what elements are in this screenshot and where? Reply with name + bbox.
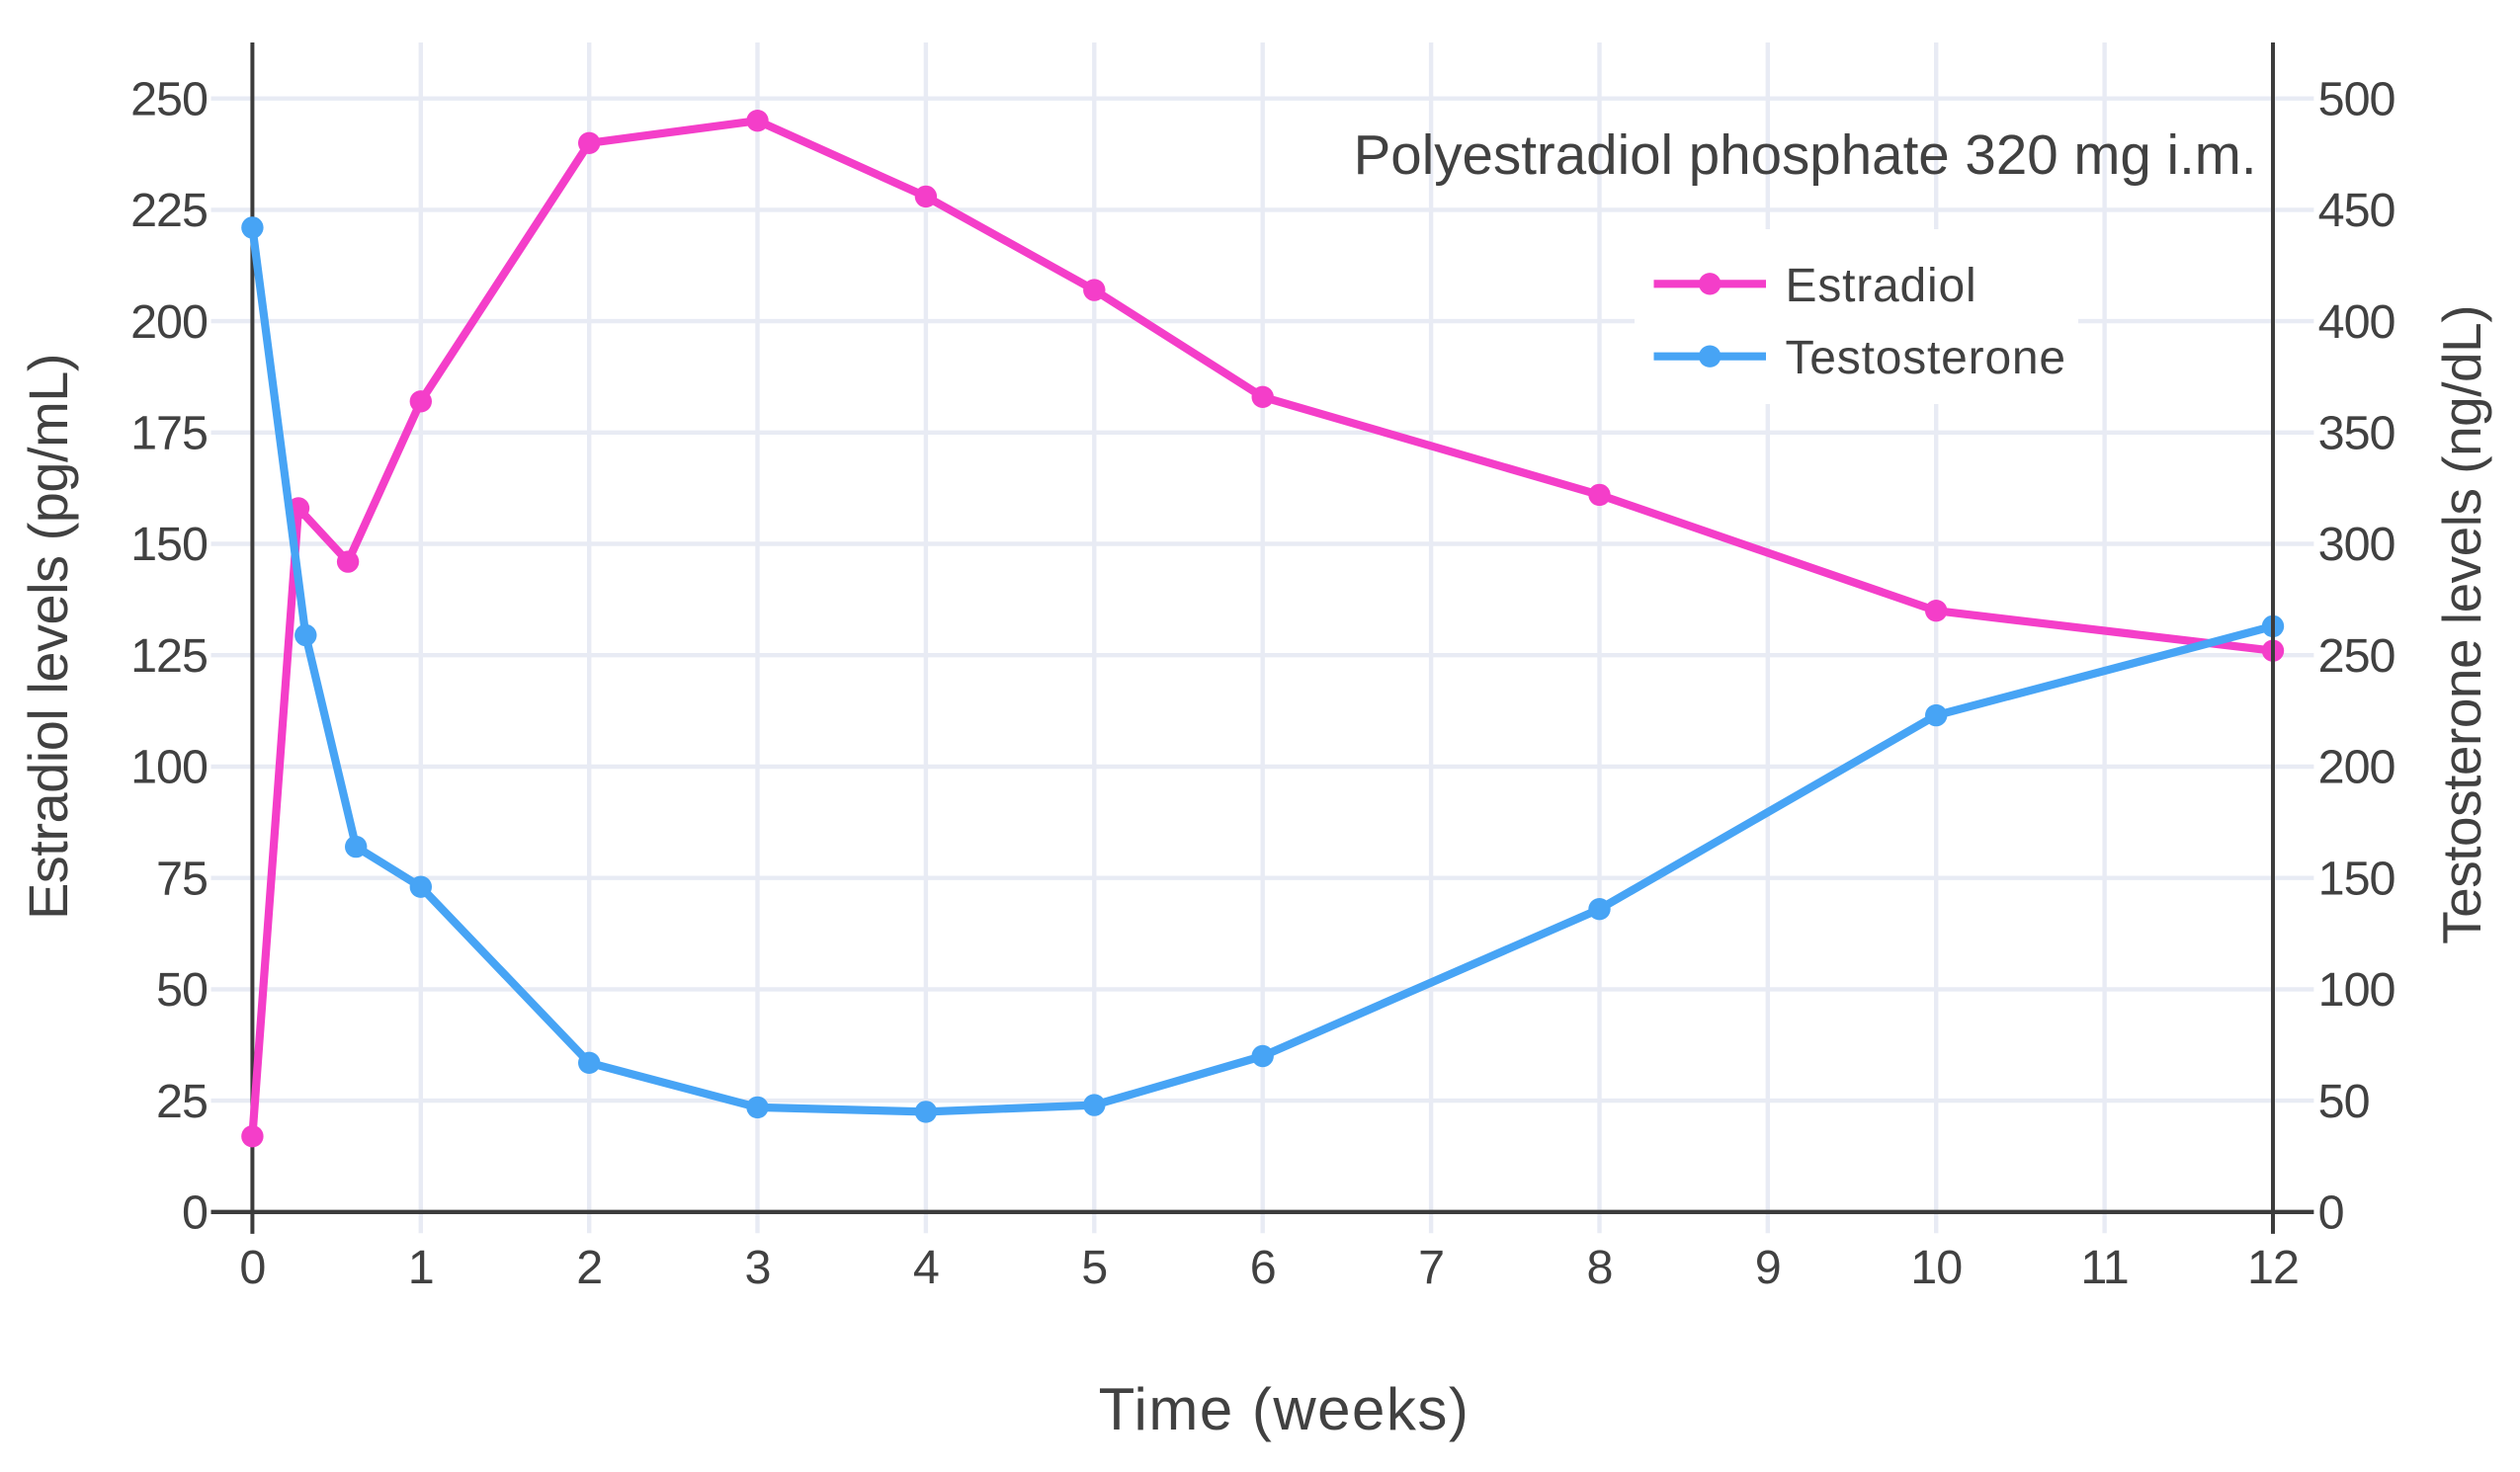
svg-text:150: 150 <box>2318 852 2395 905</box>
svg-text:500: 500 <box>2318 72 2395 125</box>
svg-text:Polyestradiol phosphate 320 mg: Polyestradiol phosphate 320 mg i.m. <box>1354 123 2257 186</box>
svg-text:250: 250 <box>130 72 208 125</box>
svg-text:25: 25 <box>156 1075 208 1128</box>
svg-text:Time (weeks): Time (weeks) <box>1099 1376 1470 1442</box>
svg-text:0: 0 <box>239 1241 265 1294</box>
svg-text:200: 200 <box>130 295 208 349</box>
svg-text:0: 0 <box>182 1186 208 1240</box>
svg-text:0: 0 <box>2318 1186 2344 1240</box>
svg-text:5: 5 <box>1081 1241 1107 1294</box>
svg-text:250: 250 <box>2318 629 2395 683</box>
svg-text:6: 6 <box>1250 1241 1276 1294</box>
svg-text:7: 7 <box>1418 1241 1444 1294</box>
svg-text:Testosterone levels (ng/dL): Testosterone levels (ng/dL) <box>2431 305 2492 944</box>
svg-text:Estradiol levels (pg/mL): Estradiol levels (pg/mL) <box>17 354 79 920</box>
svg-text:175: 175 <box>130 407 208 460</box>
svg-text:150: 150 <box>130 518 208 571</box>
svg-text:225: 225 <box>130 184 208 237</box>
svg-text:450: 450 <box>2318 184 2395 237</box>
svg-text:4: 4 <box>913 1241 939 1294</box>
svg-text:350: 350 <box>2318 407 2395 460</box>
svg-text:Testosterone: Testosterone <box>1786 332 2066 384</box>
svg-text:300: 300 <box>2318 518 2395 571</box>
svg-text:1: 1 <box>408 1241 434 1294</box>
svg-text:100: 100 <box>2318 963 2395 1017</box>
svg-text:3: 3 <box>745 1241 771 1294</box>
svg-text:75: 75 <box>156 852 208 905</box>
svg-text:125: 125 <box>130 629 208 683</box>
svg-text:2: 2 <box>576 1241 602 1294</box>
svg-text:200: 200 <box>2318 741 2395 794</box>
svg-text:100: 100 <box>130 741 208 794</box>
svg-text:50: 50 <box>2318 1075 2370 1128</box>
svg-text:Estradiol: Estradiol <box>1786 260 1977 312</box>
svg-text:11: 11 <box>2080 1241 2128 1294</box>
svg-text:50: 50 <box>156 963 208 1017</box>
svg-text:9: 9 <box>1755 1241 1781 1294</box>
svg-text:400: 400 <box>2318 295 2395 349</box>
svg-text:8: 8 <box>1587 1241 1613 1294</box>
svg-text:12: 12 <box>2247 1241 2299 1294</box>
svg-text:10: 10 <box>1910 1241 1962 1294</box>
